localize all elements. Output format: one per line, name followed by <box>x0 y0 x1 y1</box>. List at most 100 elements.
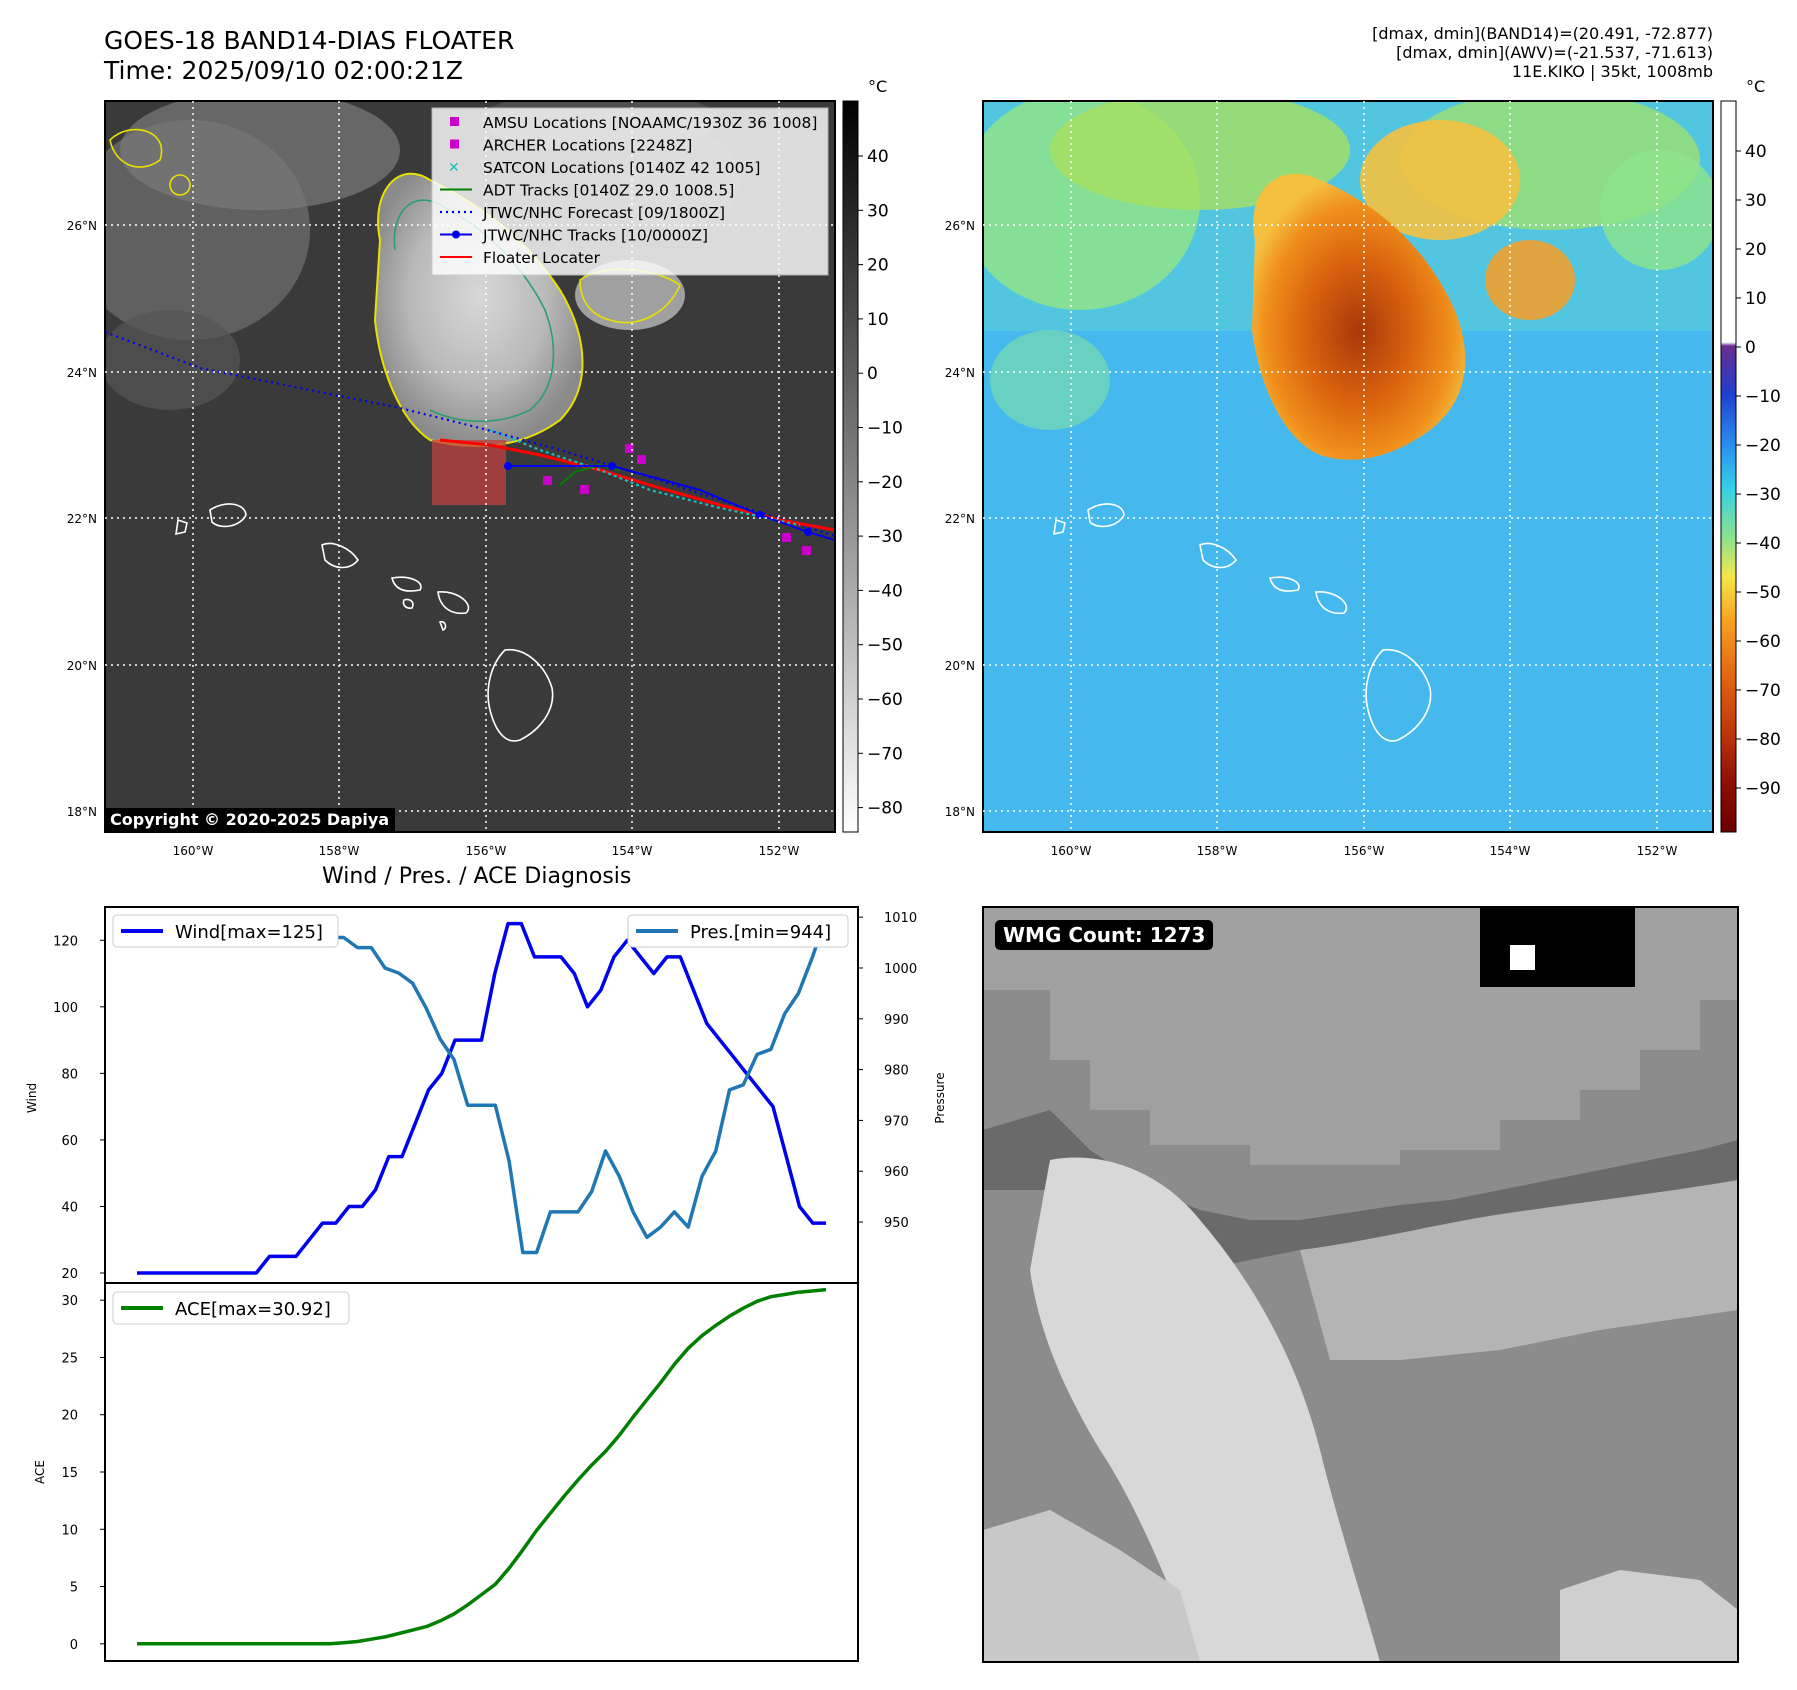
awv-imagery <box>983 101 1713 832</box>
diagnosis-title: Wind / Pres. / ACE Diagnosis <box>322 864 632 889</box>
longitude-label: 158°W <box>1197 844 1238 858</box>
copyright-badge: Copyright © 2020-2025 Dapiya <box>104 808 396 831</box>
wind-axis-label: Wind <box>25 1083 39 1113</box>
colorbar-tick-label: 40 <box>867 147 889 167</box>
colorbar-tick-label: −50 <box>1745 583 1781 603</box>
y-tick-label: 970 <box>884 1114 909 1129</box>
latitude-label: 18°N <box>67 805 97 819</box>
colorbar-unit: °C <box>868 77 887 96</box>
legend-entry: Floater Locater <box>440 249 601 267</box>
legend-entry: ✕ SATCON Locations [0140Z 42 1005] <box>448 159 760 177</box>
ir-colorbar-ticks: °C 40 30 20 10 0 −10 −20 −30 −40 −50 −60 −70 −80 <box>858 77 903 819</box>
wmg-count-badge: WMG Count: 1273 <box>995 920 1214 950</box>
longitude-label: 156°W <box>466 844 507 858</box>
legend-label: ADT Tracks [0140Z 29.0 1008.5] <box>483 182 734 200</box>
legend-label: Floater Locater <box>483 249 601 267</box>
colorbar-tick-label: −90 <box>1745 779 1781 799</box>
latitude-label: 24°N <box>67 366 97 380</box>
colorbar-tick-label: −50 <box>867 636 903 656</box>
y-tick-label: 60 <box>61 1134 78 1149</box>
colorbar-tick-label: 40 <box>1745 142 1767 162</box>
y-tick-label: 20 <box>61 1267 78 1282</box>
colorbar-tick-label: −60 <box>867 690 903 710</box>
y-tick-label: 20 <box>61 1409 78 1424</box>
info-line-3: 11E.KIKO | 35kt, 1008mb <box>1511 62 1713 81</box>
y-tick-label: 1010 <box>884 911 917 926</box>
y-tick-label: 5 <box>70 1581 78 1596</box>
map-axis-labels: 26°N 24°N 22°N 20°N 18°N 160°W 158°W 156°W 154°W… <box>67 219 1678 858</box>
wmg-panel <box>982 906 1739 1663</box>
title-line-1: GOES-18 BAND14-DIAS FLOATER <box>104 26 515 55</box>
y-tick-label: 100 <box>53 1001 78 1016</box>
longitude-label: 160°W <box>173 844 214 858</box>
longitude-label: 154°W <box>612 844 653 858</box>
legend-entry: AMSU Locations [NOAAMC/1930Z 36 1008] <box>450 114 817 132</box>
colorbar-unit: °C <box>1746 77 1765 96</box>
y-tick-label: 980 <box>884 1064 909 1079</box>
longitude-label: 152°W <box>759 844 800 858</box>
latitude-label: 22°N <box>945 512 975 526</box>
satcon-track <box>489 428 801 527</box>
pressure-legend: Pres.[min=944] <box>627 914 849 948</box>
y-tick-label: 1000 <box>884 962 917 977</box>
longitude-label: 160°W <box>1051 844 1092 858</box>
y-tick-label: 950 <box>884 1216 909 1231</box>
awv-map-grid <box>983 101 1713 832</box>
y-tick-label: 960 <box>884 1165 909 1180</box>
legend-label: JTWC/NHC Tracks [10/0000Z] <box>482 227 708 245</box>
y-tick-label: 10 <box>61 1523 78 1538</box>
wind-pres-axes <box>104 906 859 1284</box>
y-tick-label: 80 <box>61 1067 78 1082</box>
ace-legend: ACE[max=30.92] <box>112 1291 350 1325</box>
hawaii-coastline <box>175 503 554 742</box>
series-line <box>137 1287 827 1646</box>
latitude-label: 26°N <box>67 219 97 233</box>
figure-title: GOES-18 BAND14-DIAS FLOATER Time: 2025/0… <box>104 26 514 86</box>
colorbar-tick-label: −80 <box>1745 730 1781 750</box>
latitude-label: 26°N <box>945 219 975 233</box>
awv-colorbar <box>1720 100 1737 833</box>
latitude-label: 22°N <box>67 512 97 526</box>
ir-colorbar <box>842 100 859 833</box>
legend-label: ARCHER Locations [2248Z] <box>483 137 692 155</box>
legend-label: AMSU Locations [NOAAMC/1930Z 36 1008] <box>483 114 817 132</box>
y-tick-label: 25 <box>61 1351 78 1366</box>
colorbar-tick-label: 20 <box>1745 240 1767 260</box>
colorbar-tick-label: −30 <box>867 527 903 547</box>
colorbar-tick-label: −40 <box>1745 534 1781 554</box>
legend-square-marker <box>450 117 459 126</box>
title-line-2: Time: 2025/09/10 02:00:21Z <box>104 56 463 85</box>
y-tick-label: 40 <box>61 1200 78 1215</box>
colorbar-tick-label: 0 <box>867 364 878 384</box>
wind-legend-label: Wind[max=125] <box>175 922 323 943</box>
series-line <box>137 921 826 1275</box>
storm-info: [dmax, dmin](BAND14)=(20.491, -72.877) [… <box>1372 24 1713 81</box>
longitude-label: 156°W <box>1344 844 1385 858</box>
colorbar-tick-label: −80 <box>867 799 903 819</box>
y-tick-label: 0 <box>70 1638 78 1653</box>
colorbar-tick-label: 10 <box>867 310 889 330</box>
awv-colorbar-ticks: °C 40 30 20 10 0 −10 −20 −30 −40 −50 −60 −70 −80 −90 <box>1736 77 1781 799</box>
pressure-legend-label: Pres.[min=944] <box>690 922 831 943</box>
ir-map-figure: AMSU Locations [NOAAMC/1930Z 36 1008] ARC… <box>67 77 1781 858</box>
colorbar-tick-label: −30 <box>1745 485 1781 505</box>
longitude-label: 154°W <box>1490 844 1531 858</box>
colorbar-tick-label: −10 <box>1745 387 1781 407</box>
y-tick-label: 30 <box>61 1294 78 1309</box>
longitude-label: 158°W <box>319 844 360 858</box>
map-legend: AMSU Locations [NOAAMC/1930Z 36 1008] ARC… <box>431 107 829 276</box>
pressure-axis-label: Pressure <box>933 1072 947 1123</box>
y-tick-label: 990 <box>884 1013 909 1028</box>
colorbar-tick-label: −60 <box>1745 632 1781 652</box>
legend-entry: JTWC/NHC Tracks [10/0000Z] <box>440 227 708 245</box>
archer-amsu-points <box>543 444 811 555</box>
legend-square-marker <box>450 139 459 149</box>
ace-legend-label: ACE[max=30.92] <box>175 1299 331 1320</box>
legend-entry: ADT Tracks [0140Z 29.0 1008.5] <box>440 182 734 200</box>
legend-entry: JTWC/NHC Forecast [09/1800Z] <box>440 204 725 222</box>
latitude-label: 24°N <box>945 366 975 380</box>
latitude-label: 18°N <box>945 805 975 819</box>
colorbar-tick-label: −20 <box>1745 436 1781 456</box>
colorbar-tick-label: −20 <box>867 473 903 493</box>
legend-dot-marker <box>452 230 460 239</box>
